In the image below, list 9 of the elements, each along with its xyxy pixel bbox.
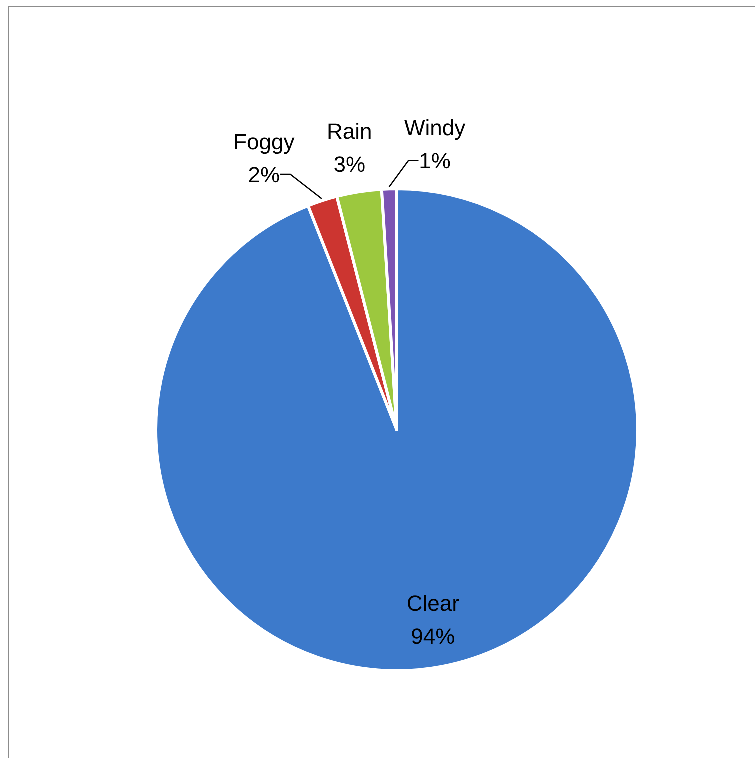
slice-label: Foggy: [234, 129, 295, 154]
slice-label: Clear: [406, 590, 460, 616]
data-label: 2%: [248, 162, 280, 187]
data-label: 1%: [419, 148, 451, 174]
slice-label: Windy: [404, 115, 466, 140]
data-label: 94%: [411, 623, 456, 648]
slice-label: Rain: [327, 118, 372, 144]
pie-slice: [154, 188, 640, 672]
data-label: 3%: [334, 152, 366, 177]
